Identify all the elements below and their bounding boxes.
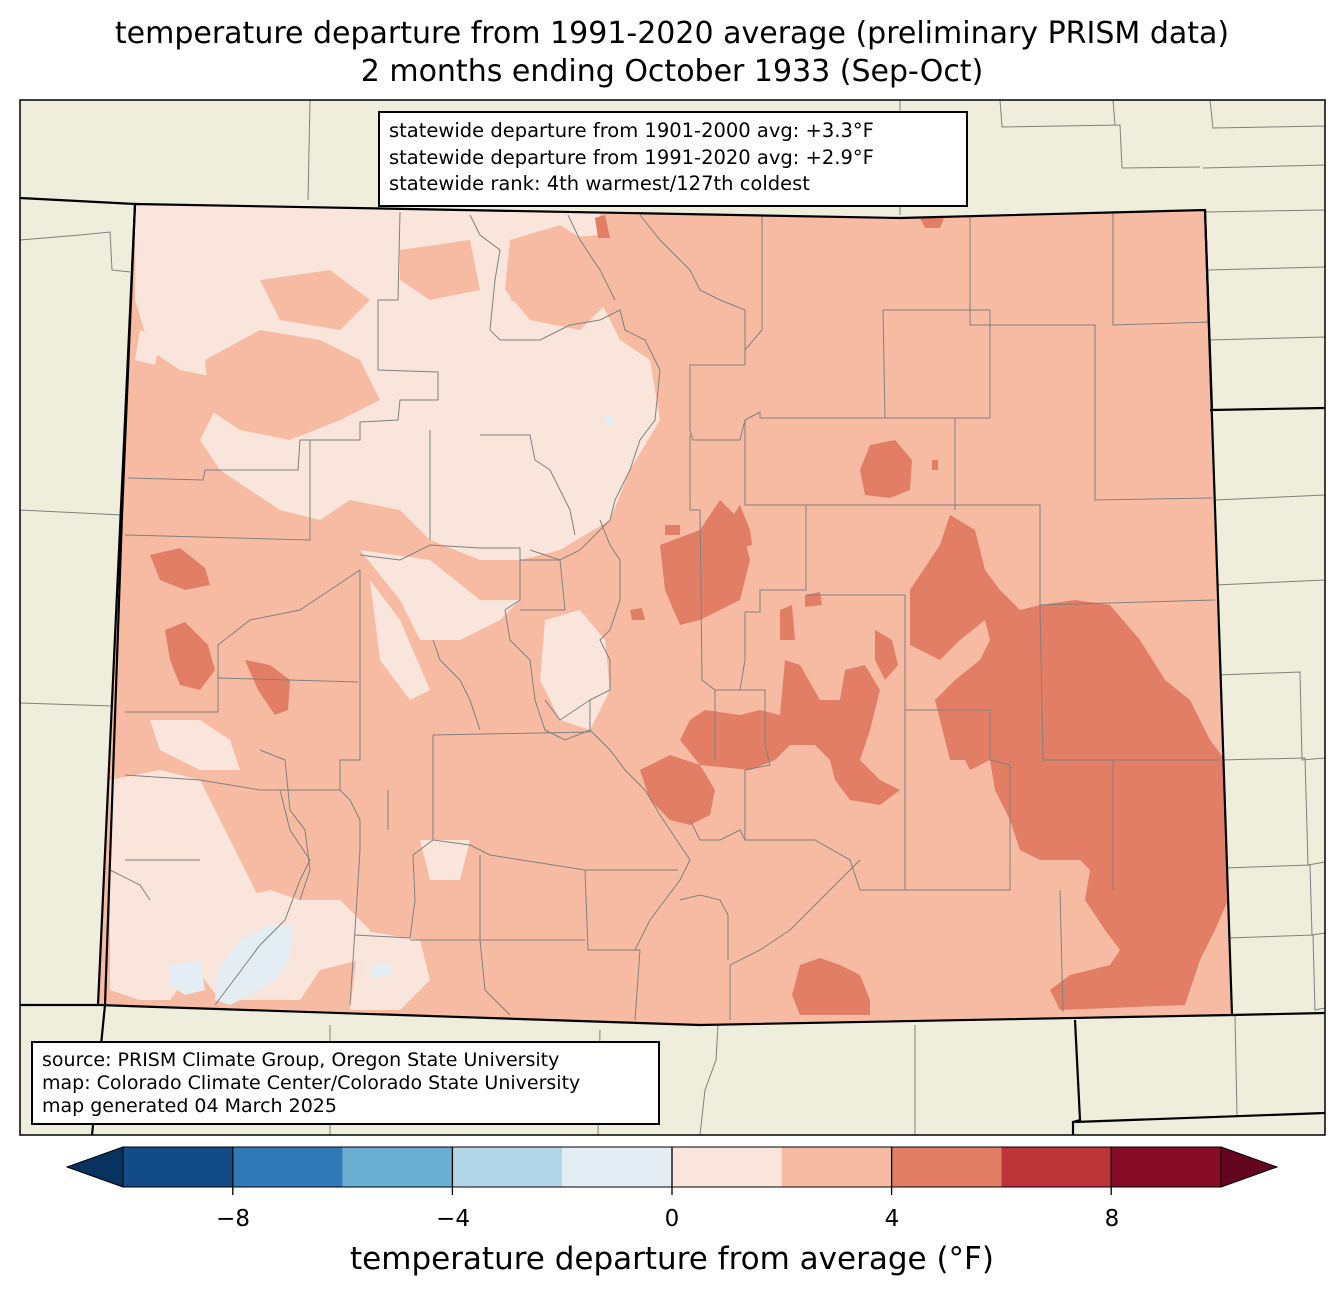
- colorbar-segment: [1111, 1147, 1221, 1187]
- colorado-departure-field: [98, 204, 1232, 1025]
- map-title-line1: temperature departure from 1991-2020 ave…: [114, 16, 1230, 51]
- statewide-stats-box: statewide departure from 1901-2000 avg: …: [378, 111, 968, 207]
- colorbar-label: temperature departure from average (°F): [350, 1241, 994, 1277]
- colorbar-tick-label: 0: [664, 1206, 680, 1232]
- colorbar-tick-label: −8: [216, 1206, 250, 1232]
- map-credit-line: map: Colorado Climate Center/Colorado St…: [42, 1072, 581, 1094]
- colorbar-over-arrow: [1220, 1146, 1279, 1188]
- colorbar-segment: [452, 1147, 563, 1187]
- colorbar: [65, 1146, 1279, 1195]
- stats-departure-1991-2020: statewide departure from 1991-2020 avg: …: [389, 145, 874, 169]
- colorbar-segment: [891, 1147, 1002, 1187]
- colorbar-under-arrow: [65, 1146, 124, 1188]
- field-minus2-to-0: [170, 415, 614, 1005]
- colorbar-segment: [562, 1147, 672, 1187]
- colorbar-segment: [232, 1147, 343, 1187]
- map-frame: [19, 99, 1326, 1136]
- colorbar-segment: [123, 1147, 233, 1187]
- colorbar-segment: [781, 1147, 892, 1187]
- colorbar-segment: [342, 1147, 453, 1187]
- colorbar-segment: [672, 1147, 782, 1187]
- generated-date-line: map generated 04 March 2025: [42, 1095, 337, 1117]
- colorbar-segment: [1001, 1147, 1112, 1187]
- colorbar-tick-label: 8: [1104, 1206, 1120, 1232]
- stats-rank: statewide rank: 4th warmest/127th coldes…: [389, 172, 810, 195]
- source-box: source: PRISM Climate Group, Oregon Stat…: [31, 1041, 660, 1125]
- colorbar-tick-label: 4: [884, 1206, 900, 1232]
- colorado-county-lines: [109, 210, 1220, 1021]
- field-0-to-2: [110, 204, 660, 1010]
- stats-departure-1901-2000: statewide departure from 1901-2000 avg: …: [389, 119, 874, 142]
- source-line: source: PRISM Climate Group, Oregon Stat…: [42, 1049, 560, 1071]
- map-title-line2: 2 months ending October 1933 (Sep-Oct): [360, 54, 984, 89]
- colorbar-tick-label: −4: [436, 1206, 470, 1232]
- field-4-to-6: [150, 215, 1228, 1015]
